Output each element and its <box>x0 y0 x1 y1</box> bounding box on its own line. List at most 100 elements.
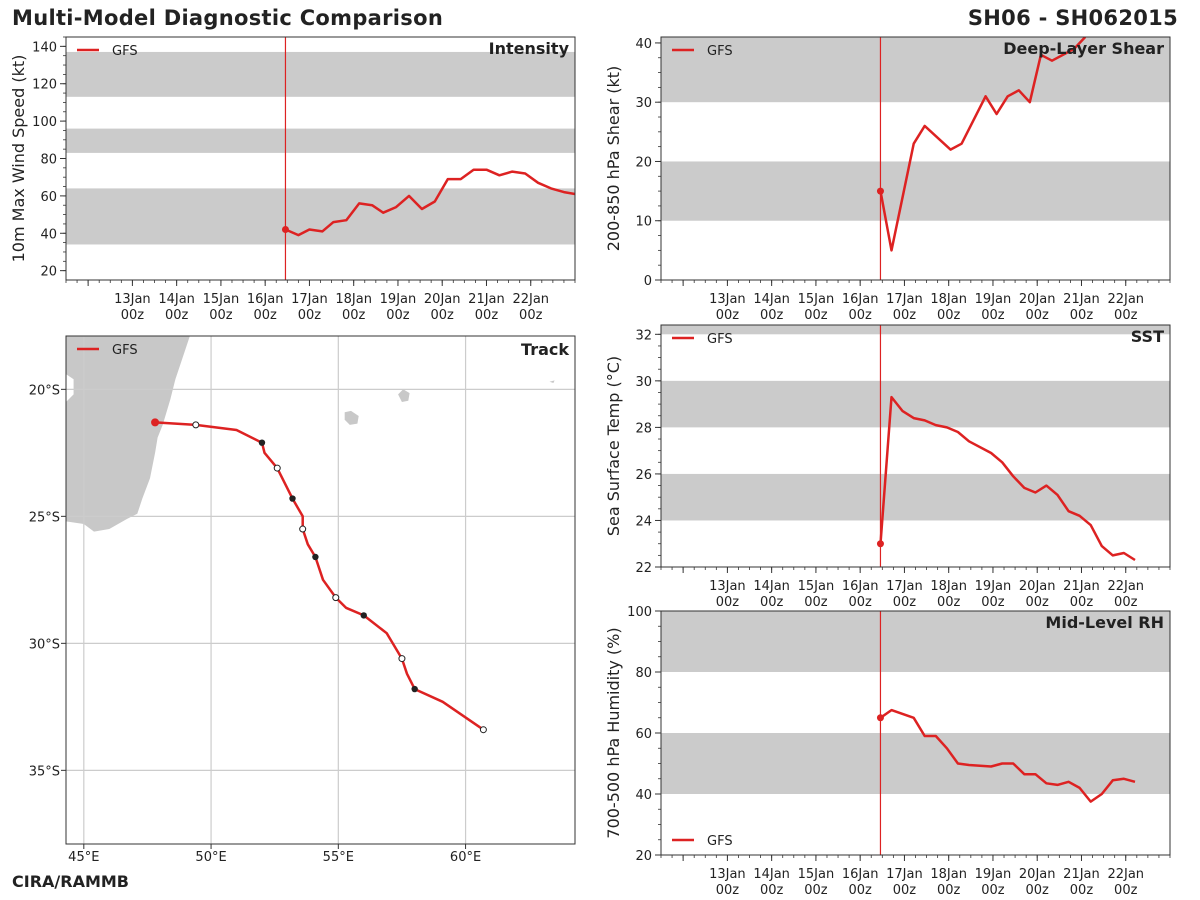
x-tick-label-hour: 00z <box>981 883 1005 898</box>
lat-tick-label: 25°S <box>29 510 60 525</box>
x-tick-label: 20Jan <box>1019 579 1056 594</box>
x-tick-label-hour: 00z <box>1114 883 1138 898</box>
x-tick-label-hour: 00z <box>1026 308 1050 323</box>
x-tick-label: 13Jan <box>114 292 151 307</box>
x-tick-label: 17Jan <box>886 867 923 882</box>
y-tick-label: 80 <box>635 666 652 681</box>
series-line-gfs <box>879 37 1087 252</box>
land-madagascar <box>66 336 190 532</box>
x-tick-label-hour: 00z <box>893 595 917 610</box>
y-tick-label: 100 <box>32 115 57 130</box>
x-tick-label-hour: 00z <box>121 308 145 323</box>
x-tick-label-hour: 00z <box>716 883 740 898</box>
x-tick-label: 21Jan <box>468 292 505 307</box>
x-tick-label: 18Jan <box>335 292 372 307</box>
legend-label: GFS <box>112 44 138 59</box>
x-tick-label-hour: 00z <box>209 308 233 323</box>
lon-tick-label: 60°E <box>450 850 481 865</box>
track-point-open <box>299 525 307 533</box>
x-tick-label: 14Jan <box>753 292 790 307</box>
y-tick-label: 20 <box>635 849 652 864</box>
y-tick-label: 80 <box>40 153 57 168</box>
band-sst-0 <box>661 473 1170 521</box>
y-tick-label: 0 <box>644 274 652 289</box>
x-tick-label: 15Jan <box>798 579 835 594</box>
y-tick-label: 32 <box>635 328 652 343</box>
y-tick-label: 40 <box>635 37 652 52</box>
storm-id: SH06 - SH062015 <box>967 6 1178 30</box>
x-tick-label: 17Jan <box>291 292 328 307</box>
x-tick-label: 22Jan <box>512 292 549 307</box>
x-tick-label: 15Jan <box>798 292 835 307</box>
x-tick-label-hour: 00z <box>760 308 784 323</box>
track-point-filled <box>289 495 296 502</box>
x-tick-label: 21Jan <box>1063 292 1100 307</box>
x-tick-label: 13Jan <box>709 292 746 307</box>
x-tick-label: 16Jan <box>842 867 879 882</box>
x-tick-label: 16Jan <box>842 292 879 307</box>
y-tick-label: 24 <box>635 514 652 529</box>
track-point-filled <box>411 685 418 693</box>
track-line-gfs <box>155 421 485 731</box>
x-tick-label: 13Jan <box>709 867 746 882</box>
plot-frame <box>660 36 1171 281</box>
x-tick-label: 19Jan <box>975 579 1012 594</box>
x-tick-label: 22Jan <box>1107 292 1144 307</box>
x-tick-label: 13Jan <box>709 579 746 594</box>
panel-shear: 13Jan00z14Jan00z15Jan00z16Jan00z17Jan00z… <box>604 36 1171 323</box>
x-tick-label: 16Jan <box>247 292 284 307</box>
x-tick-label: 19Jan <box>975 867 1012 882</box>
x-tick-label-hour: 00z <box>937 595 961 610</box>
panel-title: Intensity <box>489 39 570 58</box>
plot-frame <box>660 324 1171 568</box>
land-rodrigues <box>549 380 555 383</box>
panel-title: Mid-Level RH <box>1045 613 1164 632</box>
plot-frame <box>660 610 1171 856</box>
y-tick-label: 20 <box>40 265 57 280</box>
x-tick-label: 22Jan <box>1107 579 1144 594</box>
x-tick-label-hour: 00z <box>386 308 410 323</box>
band-intensity-1 <box>66 128 575 153</box>
x-tick-label-hour: 00z <box>519 308 543 323</box>
initial-point <box>876 540 884 548</box>
x-tick-label-hour: 00z <box>760 595 784 610</box>
track-point-open <box>479 726 487 734</box>
track-point-open <box>398 655 406 663</box>
x-tick-label: 18Jan <box>930 579 967 594</box>
x-tick-label: 21Jan <box>1063 579 1100 594</box>
y-tick-label: 30 <box>635 375 652 390</box>
y-tick-label: 40 <box>40 227 57 242</box>
y-tick-label: 120 <box>32 78 57 93</box>
x-tick-label: 14Jan <box>753 867 790 882</box>
panel-rh: 13Jan00z14Jan00z15Jan00z16Jan00z17Jan00z… <box>604 605 1171 898</box>
plot-frame <box>65 36 576 281</box>
x-tick-label: 22Jan <box>1107 867 1144 882</box>
track-point-open <box>192 421 200 429</box>
x-tick-label-hour: 00z <box>804 595 828 610</box>
track-point-filled <box>360 612 367 619</box>
x-tick-label: 19Jan <box>975 292 1012 307</box>
x-tick-label-hour: 00z <box>1070 883 1094 898</box>
lon-tick-label: 45°E <box>68 850 99 865</box>
y-axis-label: 10m Max Wind Speed (kt) <box>9 55 28 263</box>
y-tick-label: 60 <box>40 190 57 205</box>
x-tick-label-hour: 00z <box>431 308 455 323</box>
x-tick-label-hour: 00z <box>1114 595 1138 610</box>
y-tick-label: 28 <box>635 421 652 436</box>
x-tick-label-hour: 00z <box>893 883 917 898</box>
band-rh-0 <box>661 733 1170 794</box>
y-tick-label: 30 <box>635 96 652 111</box>
panel-track: 45°E 50°E 55°E 60°E 20°S 25°S 30°S 35°S Track GFS <box>29 335 576 865</box>
y-tick-label: 22 <box>635 561 652 576</box>
lat-tick-label: 20°S <box>29 383 60 398</box>
band-shear-0 <box>661 161 1170 221</box>
x-tick-label-hour: 00z <box>1114 308 1138 323</box>
x-tick-label: 14Jan <box>753 579 790 594</box>
x-tick-label-hour: 00z <box>848 595 872 610</box>
x-tick-label-hour: 00z <box>1026 595 1050 610</box>
initial-point <box>281 226 289 234</box>
x-tick-label-hour: 00z <box>893 308 917 323</box>
panel-sst: 13Jan00z14Jan00z15Jan00z16Jan00z17Jan00z… <box>604 324 1171 610</box>
panel-title: Track <box>521 340 569 359</box>
x-tick-label-hour: 00z <box>1026 883 1050 898</box>
